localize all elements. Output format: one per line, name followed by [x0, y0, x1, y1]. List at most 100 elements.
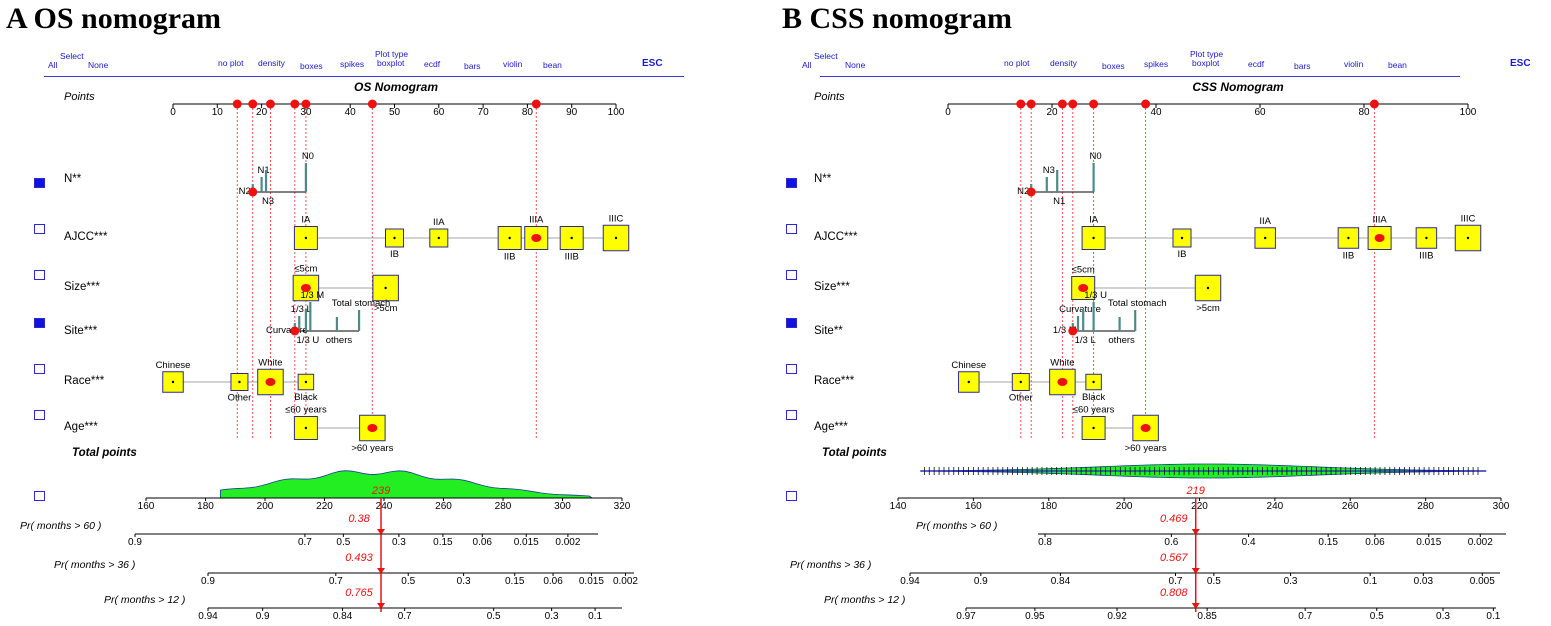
total-tick-label: 320 [614, 501, 631, 512]
points-dot [1141, 99, 1151, 109]
menu-boxplot[interactable]: boxplot [1192, 58, 1220, 68]
points-dot [1016, 99, 1026, 109]
menu-bean[interactable]: bean [543, 60, 562, 70]
level-label: >60 years [351, 443, 393, 454]
prob-tick-label: 0.06 [473, 537, 493, 548]
prob-arrowhead [377, 603, 386, 609]
level-box-center [570, 236, 573, 240]
level-label: IIIB [565, 252, 579, 263]
points-label: Points [64, 91, 95, 103]
level-box-center [1092, 380, 1095, 384]
points-dot [265, 99, 275, 109]
menu-ecdf[interactable]: ecdf [424, 59, 441, 69]
checkbox-ajcc[interactable] [786, 224, 797, 234]
spike-label: 1/3 U [1084, 290, 1107, 301]
menu-esc[interactable]: ESC [642, 58, 663, 69]
checkbox-total[interactable] [786, 491, 797, 501]
prob-tick-label: 0.9 [256, 611, 270, 622]
menu-no-plot[interactable]: no plot [1004, 58, 1030, 68]
prob-tick-label: 0.15 [505, 576, 525, 587]
total-density [219, 470, 594, 499]
level-box-center [437, 236, 440, 240]
selected-dot [1078, 284, 1089, 292]
menu-boxplot[interactable]: boxplot [377, 58, 405, 68]
menu-violin[interactable]: violin [1344, 59, 1364, 69]
menu-bars[interactable]: bars [1294, 61, 1311, 71]
checkbox-size[interactable] [34, 270, 45, 280]
selected-dot [367, 424, 378, 432]
prob-tick-label: 0.5 [336, 537, 350, 548]
menu-all[interactable]: All [48, 60, 58, 70]
prob-tick-label: 0.015 [514, 537, 539, 548]
prob-tick-label: 0.7 [298, 537, 312, 548]
checkbox-site[interactable] [786, 318, 797, 328]
checkbox-ajcc[interactable] [34, 224, 45, 234]
selected-dot [290, 326, 300, 336]
menu-density[interactable]: density [1050, 58, 1077, 68]
prob-value: 0.808 [1160, 587, 1188, 599]
menu-boxes[interactable]: boxes [300, 61, 323, 71]
points-tick-label: 20 [1046, 107, 1058, 118]
level-label: IIA [433, 217, 445, 228]
prob-tick-label: 0.005 [1470, 576, 1495, 587]
level-label: White [258, 357, 282, 368]
checkbox-size[interactable] [786, 270, 797, 280]
level-label: Chinese [951, 360, 986, 371]
spike-label: 1/3 M [1053, 325, 1077, 336]
prob-value: 0.469 [1160, 513, 1188, 525]
menu-bean[interactable]: bean [1388, 60, 1407, 70]
panel-b-css-nomogram: B CSS nomogram All Select None no plot d… [776, 0, 1551, 626]
menu-all[interactable]: All [802, 60, 812, 70]
checkbox-age[interactable] [786, 410, 797, 420]
menu-bars[interactable]: bars [464, 61, 481, 71]
prob-tick-label: 0.9 [128, 537, 142, 548]
menu-boxes[interactable]: boxes [1102, 61, 1125, 71]
prob-tick-label: 0.8 [1038, 537, 1052, 548]
spike-label: others [1108, 335, 1135, 346]
checkbox-n[interactable] [786, 178, 797, 188]
menu-density[interactable]: density [258, 58, 285, 68]
variable-label: Size*** [64, 281, 100, 293]
menu-none[interactable]: None [88, 60, 109, 70]
level-label: IIIA [529, 215, 544, 226]
checkbox-n[interactable] [34, 178, 45, 188]
spike-label: N0 [302, 151, 314, 162]
menu-ecdf[interactable]: ecdf [1248, 59, 1265, 69]
checkbox-site[interactable] [34, 318, 45, 328]
prob-tick-label: 0.92 [1107, 611, 1127, 622]
total-value: 219 [1186, 485, 1205, 497]
spike-label: Curvature [266, 325, 308, 336]
level-box-center [1347, 236, 1350, 240]
prob-tick-label: 0.94 [198, 611, 218, 622]
level-label: Other [1009, 393, 1033, 404]
selected-dot [1057, 378, 1068, 386]
prob-tick-label: 0.015 [579, 576, 604, 587]
menu-spikes[interactable]: spikes [1144, 59, 1169, 69]
level-box-center [304, 236, 308, 240]
prob-tick-label: 0.6 [1164, 537, 1178, 548]
variable-label: Site*** [64, 325, 98, 337]
checkbox-age[interactable] [34, 410, 45, 420]
points-dot [1057, 99, 1067, 109]
prob-tick-label: 0.85 [1197, 611, 1217, 622]
prob-tick-label: 0.06 [1365, 537, 1385, 548]
points-tick-label: 70 [478, 107, 490, 118]
menu-none[interactable]: None [845, 60, 866, 70]
level-label: Chinese [156, 360, 191, 371]
menu-no-plot[interactable]: no plot [218, 58, 244, 68]
menu-spikes[interactable]: spikes [340, 59, 365, 69]
prob-arrowhead [1191, 568, 1200, 574]
panel-a-os-nomogram: A OS nomogram All Select None no plot de… [0, 0, 775, 626]
prob-tick-label: 0.1 [1363, 576, 1377, 587]
checkbox-total[interactable] [34, 491, 45, 501]
points-dot [1089, 99, 1099, 109]
checkbox-race[interactable] [786, 364, 797, 374]
prob-tick-label: 0.97 [956, 611, 976, 622]
prob-label: Pr( months > 12 ) [824, 594, 905, 606]
menu-esc[interactable]: ESC [1510, 58, 1531, 69]
checkbox-race[interactable] [34, 364, 45, 374]
total-tick-label: 260 [1342, 501, 1359, 512]
menu-violin[interactable]: violin [503, 59, 523, 69]
level-label: IIIA [1372, 215, 1387, 226]
prob-label: Pr( months > 12 ) [104, 594, 185, 606]
